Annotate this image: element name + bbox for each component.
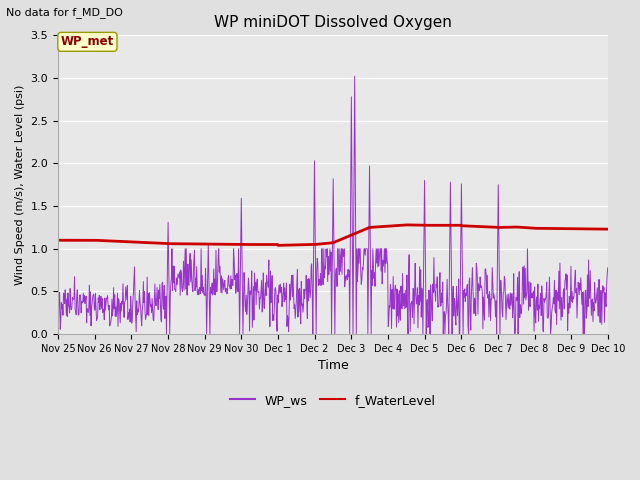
Y-axis label: Wind Speed (m/s), Water Level (psi): Wind Speed (m/s), Water Level (psi) bbox=[15, 84, 25, 285]
Text: WP_met: WP_met bbox=[61, 36, 114, 48]
Legend: WP_ws, f_WaterLevel: WP_ws, f_WaterLevel bbox=[225, 389, 441, 411]
Title: WP miniDOT Dissolved Oxygen: WP miniDOT Dissolved Oxygen bbox=[214, 15, 452, 30]
X-axis label: Time: Time bbox=[317, 360, 348, 372]
Text: No data for f_MD_DO: No data for f_MD_DO bbox=[6, 7, 124, 18]
